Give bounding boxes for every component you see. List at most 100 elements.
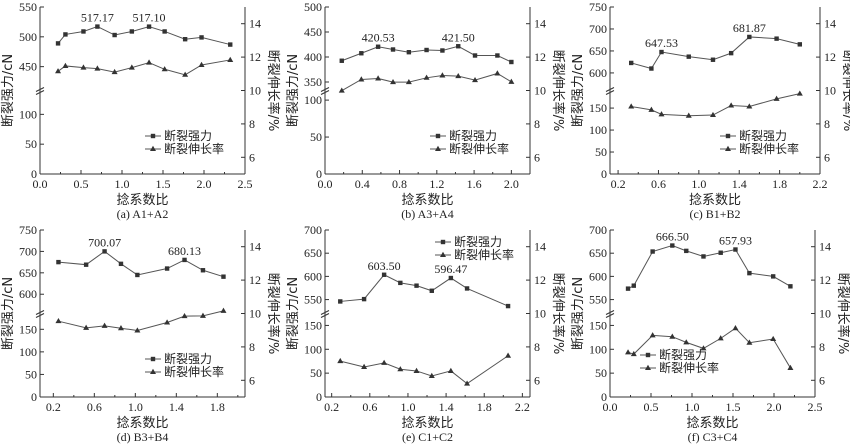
data-annotation: 647.53 bbox=[645, 36, 678, 50]
triangle-marker bbox=[227, 56, 234, 62]
left-tick-label: 400 bbox=[304, 50, 322, 64]
square-marker-icon bbox=[725, 133, 731, 139]
square-marker bbox=[83, 262, 89, 267]
left-tick-label: 600 bbox=[589, 269, 607, 283]
left-tick-label: 500 bbox=[304, 0, 322, 14]
square-marker bbox=[797, 42, 803, 47]
left-tick-label: 650 bbox=[589, 246, 607, 260]
right-axis-label: 断裂伸长率/% bbox=[550, 50, 566, 132]
left-tick-label: 600 bbox=[19, 287, 37, 301]
square-marker bbox=[102, 249, 107, 254]
triangle-marker bbox=[337, 357, 344, 364]
right-tick-label: 8 bbox=[824, 117, 830, 131]
right-tick-label: 6 bbox=[249, 150, 255, 164]
legend-label: 断裂强力 bbox=[659, 347, 707, 362]
triangle-marker bbox=[220, 307, 227, 313]
x-tick-label: 1.6 bbox=[467, 177, 482, 191]
left-tick-label: 100 bbox=[304, 342, 322, 356]
triangle-marker bbox=[198, 61, 205, 67]
square-marker bbox=[718, 250, 723, 255]
square-marker bbox=[406, 50, 412, 55]
square-marker bbox=[228, 42, 233, 47]
right-tick-label: 12 bbox=[534, 273, 546, 287]
triangle-marker bbox=[164, 319, 171, 325]
data-annotation: 420.53 bbox=[362, 31, 395, 45]
square-marker bbox=[424, 47, 429, 53]
triangle-marker bbox=[134, 327, 141, 333]
x-tick-label: 1.2 bbox=[429, 177, 444, 191]
left-tick-label: 150 bbox=[589, 101, 607, 115]
square-marker bbox=[774, 36, 779, 41]
right-tick-label: 14 bbox=[824, 17, 836, 31]
left-tick-label: 450 bbox=[19, 60, 37, 74]
square-marker bbox=[509, 59, 514, 65]
square-marker bbox=[770, 274, 776, 279]
right-tick-label: 10 bbox=[249, 84, 261, 98]
panel-caption: (e) C1+C2 bbox=[402, 430, 453, 444]
triangle-marker bbox=[390, 78, 397, 85]
x-tick-label: 0.2 bbox=[46, 400, 61, 414]
legend-label: 断裂强力 bbox=[739, 128, 787, 143]
left-tick-label: 0 bbox=[31, 167, 37, 181]
square-marker-icon bbox=[435, 133, 441, 139]
data-annotation: 421.50 bbox=[442, 30, 475, 44]
x-tick-label: 1.0 bbox=[685, 400, 700, 414]
square-marker bbox=[200, 268, 206, 273]
triangle-marker bbox=[128, 64, 135, 70]
x-tick-label: 1.8 bbox=[772, 177, 787, 191]
left-axis-label: 断裂强力/cN bbox=[571, 277, 586, 350]
left-tick-label: 150 bbox=[589, 318, 607, 332]
triangle-marker-icon bbox=[645, 364, 651, 370]
left-tick-label: 750 bbox=[19, 223, 37, 237]
right-tick-label: 8 bbox=[249, 117, 255, 131]
triangle-marker bbox=[494, 70, 501, 76]
square-marker bbox=[361, 296, 367, 302]
triangle-marker bbox=[405, 78, 412, 85]
triangle-marker bbox=[428, 372, 435, 378]
left-tick-label: 50 bbox=[595, 366, 607, 380]
left-tick-label: 100 bbox=[19, 345, 37, 359]
square-marker bbox=[398, 280, 403, 286]
left-axis-label: 断裂强力/cN bbox=[1, 54, 16, 127]
right-axis-label: 断裂伸长率/% bbox=[550, 273, 566, 355]
x-tick-label: 1.0 bbox=[128, 400, 143, 414]
triangle-marker bbox=[683, 339, 690, 345]
left-axis-label: 断裂强力/cN bbox=[571, 54, 586, 127]
triangle-marker bbox=[381, 359, 388, 365]
right-tick-label: 10 bbox=[819, 307, 831, 321]
square-marker-icon bbox=[440, 239, 446, 245]
left-tick-label: 650 bbox=[19, 266, 37, 280]
legend-label: 断裂伸长率 bbox=[164, 141, 224, 156]
triangle-marker bbox=[770, 335, 777, 342]
triangle-marker bbox=[732, 324, 739, 331]
right-tick-label: 14 bbox=[819, 240, 831, 254]
x-tick-label: 1.0 bbox=[115, 177, 130, 191]
left-tick-label: 450 bbox=[304, 25, 322, 39]
right-tick-label: 10 bbox=[824, 84, 836, 98]
x-tick-label: 2.0 bbox=[767, 400, 782, 414]
triangle-marker bbox=[700, 345, 707, 351]
data-annotation: 700.07 bbox=[88, 235, 121, 249]
left-tick-label: 500 bbox=[19, 30, 37, 44]
right-axis-label: 断裂伸长率/% bbox=[835, 273, 850, 355]
right-tick-label: 6 bbox=[534, 150, 540, 164]
chart-panel: 0.2 0.6 1.0 1.4 1.8 2.2 0 50 100 150 550 600 650 700 6… bbox=[286, 223, 566, 444]
legend-label: 断裂强力 bbox=[454, 234, 502, 249]
left-tick-label: 50 bbox=[595, 145, 607, 159]
right-tick-label: 8 bbox=[249, 340, 255, 354]
square-marker bbox=[464, 286, 470, 291]
right-tick-label: 6 bbox=[534, 373, 540, 387]
left-tick-label: 150 bbox=[19, 322, 37, 336]
triangle-marker bbox=[375, 75, 382, 81]
right-axis-label: 断裂伸长率/% bbox=[265, 50, 281, 132]
x-tick-label: 0.0 bbox=[33, 177, 48, 191]
square-marker bbox=[359, 51, 364, 56]
square-marker bbox=[440, 48, 445, 53]
triangle-marker bbox=[83, 324, 90, 330]
x-tick-label: 1.0 bbox=[691, 177, 706, 191]
legend-label: 断裂伸长率 bbox=[659, 360, 719, 375]
chart-panel: 0.0 0.4 0.8 1.2 1.6 2.0 0 50 100 350 400 450 500 6 8 10… bbox=[286, 0, 566, 221]
left-tick-label: 0 bbox=[601, 390, 607, 404]
